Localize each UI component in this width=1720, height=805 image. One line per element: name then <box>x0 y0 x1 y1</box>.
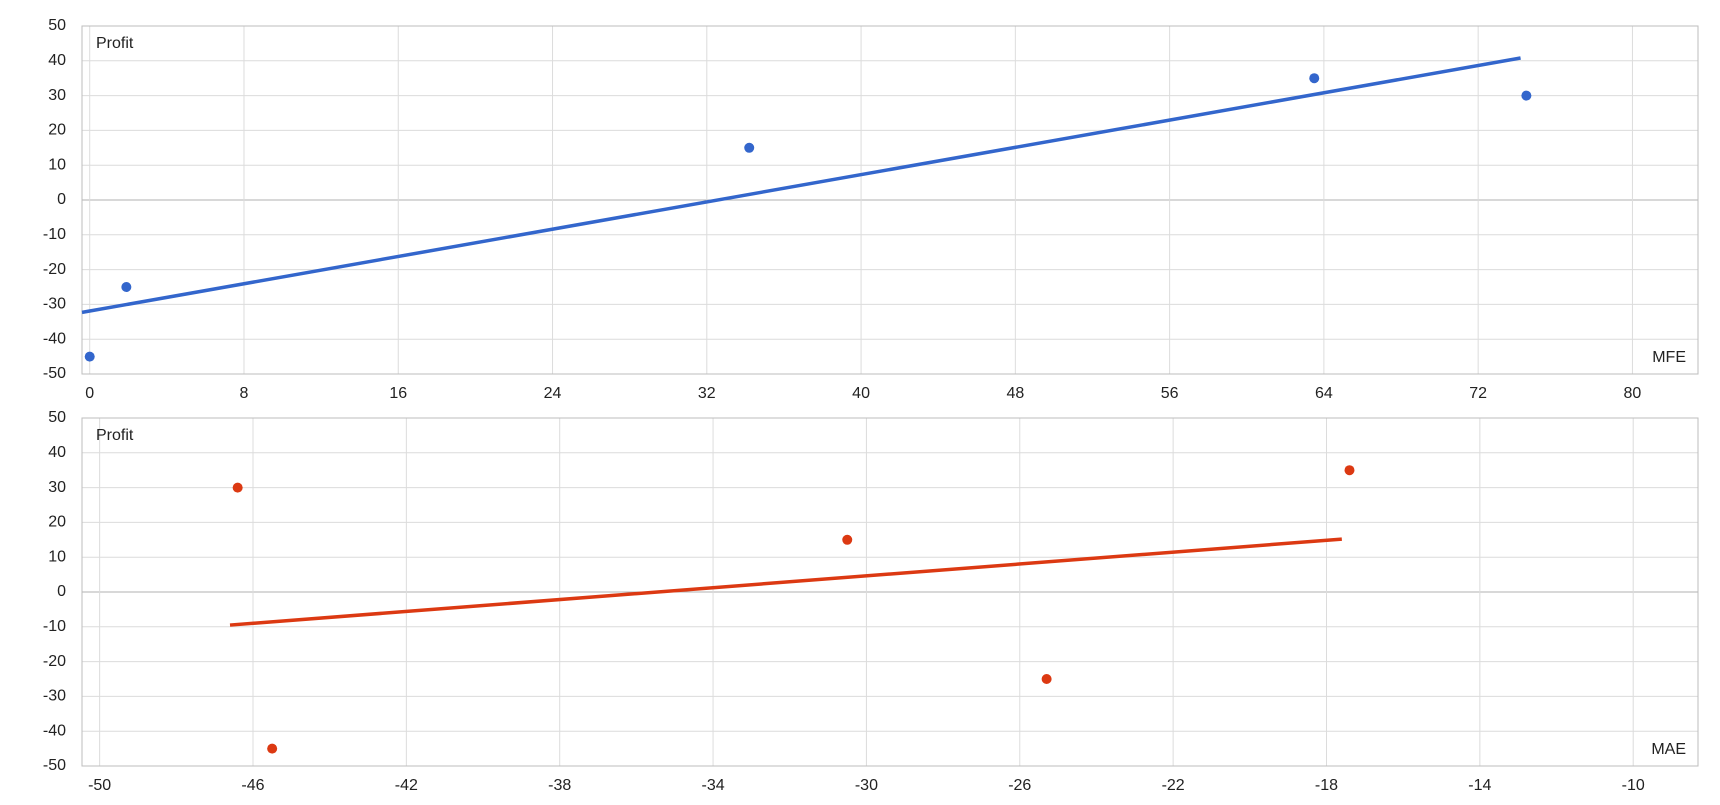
x-tick-label: 16 <box>389 385 407 402</box>
point <box>267 743 278 754</box>
plot-frame <box>81 25 1699 375</box>
y-tick-label: -50 <box>43 365 66 382</box>
x-tick-label: 48 <box>1006 385 1024 402</box>
y-tick-label: -20 <box>43 653 66 670</box>
x-tick-label: -50 <box>88 777 111 794</box>
x-tick-label: -10 <box>1622 777 1645 794</box>
y-axis-label: Profit <box>96 427 134 444</box>
x-tick-label: 8 <box>240 385 249 402</box>
y-tick-label: -30 <box>43 296 66 313</box>
x-tick-label: -18 <box>1315 777 1338 794</box>
x-tick-label: -30 <box>855 777 878 794</box>
y-tick-label: -10 <box>43 618 66 635</box>
y-tick-label: 10 <box>48 548 66 565</box>
y-tick-label: -20 <box>43 261 66 278</box>
x-axis-label: MAE <box>1651 741 1686 758</box>
point <box>232 482 243 493</box>
y-tick-label: -40 <box>43 330 66 347</box>
y-tick-label: 10 <box>48 156 66 173</box>
point <box>842 534 853 545</box>
x-tick-label: 0 <box>85 385 94 402</box>
y-tick-label: 20 <box>48 122 66 139</box>
x-tick-label: 72 <box>1469 385 1487 402</box>
y-tick-label: -30 <box>43 688 66 705</box>
point <box>744 142 755 153</box>
y-tick-label: 40 <box>48 52 66 69</box>
x-tick-label: -42 <box>395 777 418 794</box>
point <box>1309 73 1320 84</box>
x-tick-label: 56 <box>1161 385 1179 402</box>
y-tick-label: -40 <box>43 722 66 739</box>
x-axis-label: MFE <box>1652 349 1686 366</box>
point <box>84 351 95 362</box>
y-tick-label: 30 <box>48 479 66 496</box>
trendline <box>81 56 1521 315</box>
x-tick-label: -14 <box>1468 777 1491 794</box>
x-tick-label: -34 <box>702 777 725 794</box>
x-tick-label: 40 <box>852 385 870 402</box>
y-axis-label: Profit <box>96 35 134 52</box>
y-tick-label: 40 <box>48 444 66 461</box>
x-tick-label: 24 <box>544 385 562 402</box>
y-tick-label: 0 <box>57 191 66 208</box>
y-tick-label: 30 <box>48 87 66 104</box>
point <box>121 282 132 292</box>
x-tick-label: -26 <box>1008 777 1031 794</box>
y-tick-label: -50 <box>43 757 66 774</box>
x-tick-label: -38 <box>548 777 571 794</box>
x-tick-label: 64 <box>1315 385 1333 402</box>
y-tick-label: 50 <box>48 409 66 426</box>
point <box>1344 465 1355 476</box>
y-tick-label: 0 <box>57 583 66 600</box>
y-tick-label: 50 <box>48 17 66 34</box>
x-tick-label: -22 <box>1162 777 1185 794</box>
x-tick-label: -46 <box>241 777 264 794</box>
plot-frame <box>81 417 1699 767</box>
y-tick-label: -10 <box>43 226 66 243</box>
point <box>1041 674 1052 684</box>
y-tick-label: 20 <box>48 514 66 531</box>
point <box>1521 90 1532 101</box>
x-tick-label: 80 <box>1624 385 1642 402</box>
trendline <box>229 537 1342 627</box>
x-tick-label: 32 <box>698 385 716 402</box>
